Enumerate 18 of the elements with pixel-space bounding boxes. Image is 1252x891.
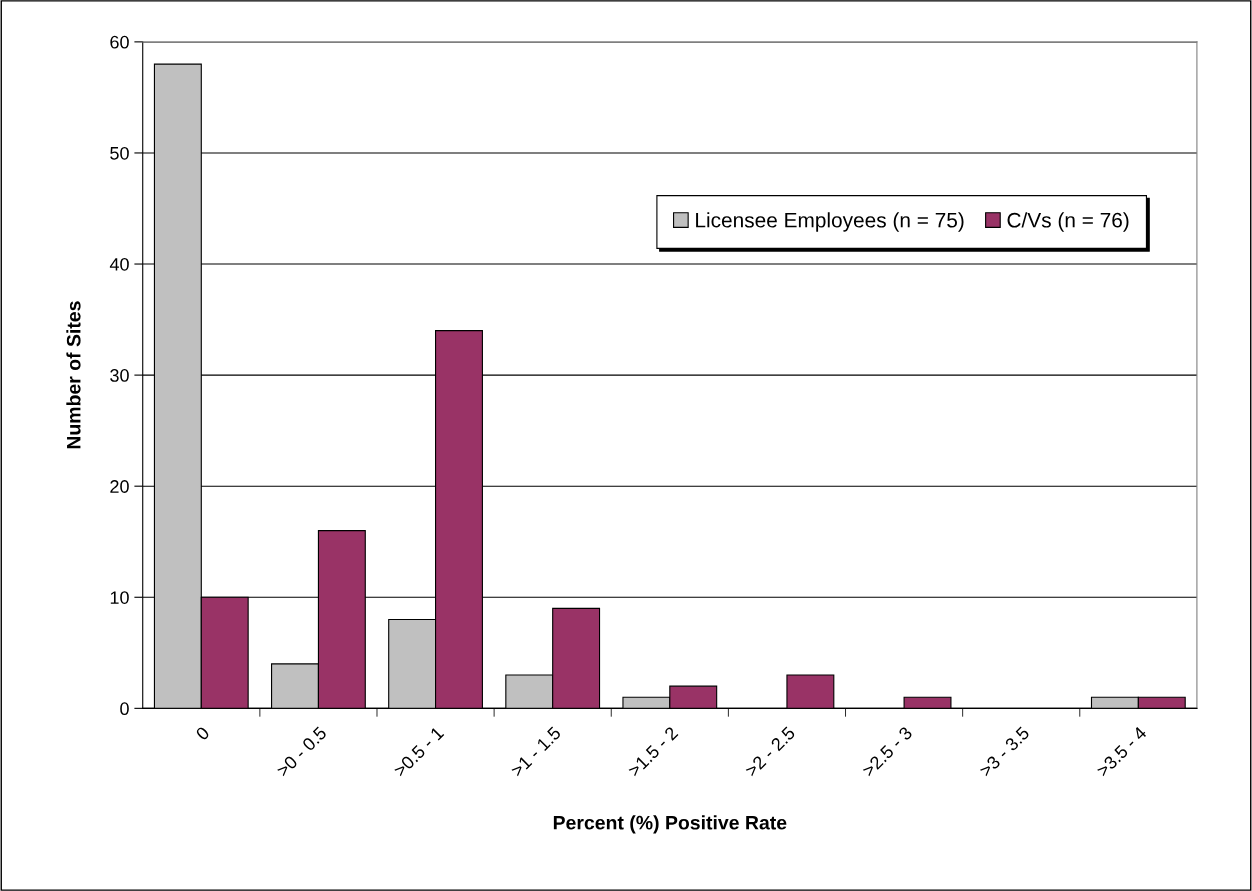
x-axis-title: Percent (%) Positive Rate [553,815,787,834]
x-tick-label: >0 - 0.5 [275,725,328,778]
y-tick-label: 20 [110,480,129,493]
bar [786,674,835,709]
x-tick-label: >3 - 3.5 [978,725,1031,778]
x-tick-label: >1 - 1.5 [510,726,562,778]
y-axis-title: Number of Sites [66,301,81,449]
legend-label: Licensee Employees (n = 75) [696,212,964,232]
y-tick-label: 30 [110,369,129,382]
y-tick-label: 0 [120,702,129,716]
x-tick-label: >2 - 2.5 [744,725,796,778]
y-tick-label: 40 [109,257,129,271]
y-tick-label: 60 [110,35,129,49]
x-tick-label: 0 [195,725,211,741]
bar [903,696,952,709]
y-tick-label: 50 [110,146,129,160]
y-tick-label: 10 [110,591,129,604]
legend-label: C/Vs (n = 76) [1007,212,1129,232]
